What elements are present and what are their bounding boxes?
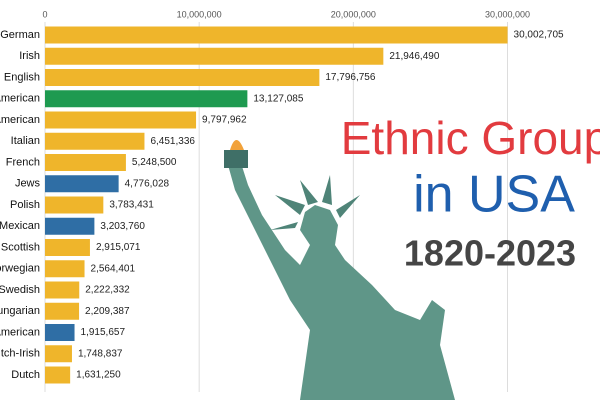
bar	[45, 302, 80, 320]
y-tick-label: American	[0, 114, 40, 126]
y-tick-label: American	[0, 326, 40, 338]
bar	[45, 260, 85, 278]
y-tick-label: ungarian	[0, 305, 40, 317]
value-label: 3,203,760	[100, 221, 145, 232]
bar	[45, 47, 384, 65]
value-label: 5,248,500	[132, 157, 177, 168]
bar	[45, 196, 104, 214]
bar	[45, 345, 72, 363]
x-tick-label: 10,000,000	[177, 9, 222, 19]
chart-subtitle: in USA	[413, 166, 575, 224]
y-tick-label: Swedish	[0, 284, 40, 296]
y-tick-label: tch-Irish	[1, 348, 40, 360]
bar	[45, 69, 320, 86]
x-tick-label: 30,000,000	[485, 9, 530, 19]
y-tick-label: English	[4, 71, 40, 83]
y-tick-label: Dutch	[11, 369, 40, 381]
y-tick-label: orwegian	[0, 263, 40, 275]
y-tick-label: Polish	[10, 199, 40, 211]
bar	[45, 281, 80, 299]
value-label: 9,797,962	[202, 115, 247, 126]
chart-title: Ethnic Group	[341, 112, 600, 164]
y-tick-label: American	[0, 93, 40, 105]
bar	[45, 217, 95, 235]
y-tick-label: Italian	[11, 135, 40, 147]
value-label: 1,748,837	[78, 348, 123, 359]
statue	[224, 140, 455, 400]
x-tick-label: 0	[42, 9, 47, 19]
bar	[45, 26, 508, 44]
value-label: 6,451,336	[150, 136, 195, 147]
bar	[45, 132, 145, 150]
bar	[45, 111, 197, 129]
value-label: 3,783,431	[109, 200, 154, 211]
value-label: 2,222,332	[85, 285, 130, 296]
bar	[45, 239, 90, 256]
period-label: 1820-2023	[404, 233, 576, 274]
value-label: 13,127,085	[253, 93, 303, 104]
y-tick-label: French	[6, 156, 40, 168]
y-tick-label: Scottish	[1, 241, 40, 253]
y-tick-label: Mexican	[0, 220, 40, 232]
value-label: 21,946,490	[389, 51, 439, 62]
x-tick-label: 20,000,000	[331, 9, 376, 19]
bar	[45, 154, 126, 171]
value-label: 1,915,657	[81, 327, 126, 338]
bar	[45, 175, 119, 193]
bar	[45, 366, 71, 384]
bar	[45, 90, 248, 108]
y-tick-label: German	[0, 29, 40, 41]
value-label: 2,209,387	[85, 306, 130, 317]
value-label: 2,564,401	[91, 263, 136, 274]
value-label: 30,002,705	[514, 30, 564, 41]
y-tick-label: Jews	[15, 178, 41, 190]
value-label: 2,915,071	[96, 242, 141, 253]
bar	[45, 324, 75, 341]
value-label: 1,631,250	[76, 370, 121, 381]
value-label: 4,776,028	[125, 178, 170, 189]
value-label: 17,796,756	[325, 72, 375, 83]
y-tick-label: Irish	[19, 50, 40, 62]
